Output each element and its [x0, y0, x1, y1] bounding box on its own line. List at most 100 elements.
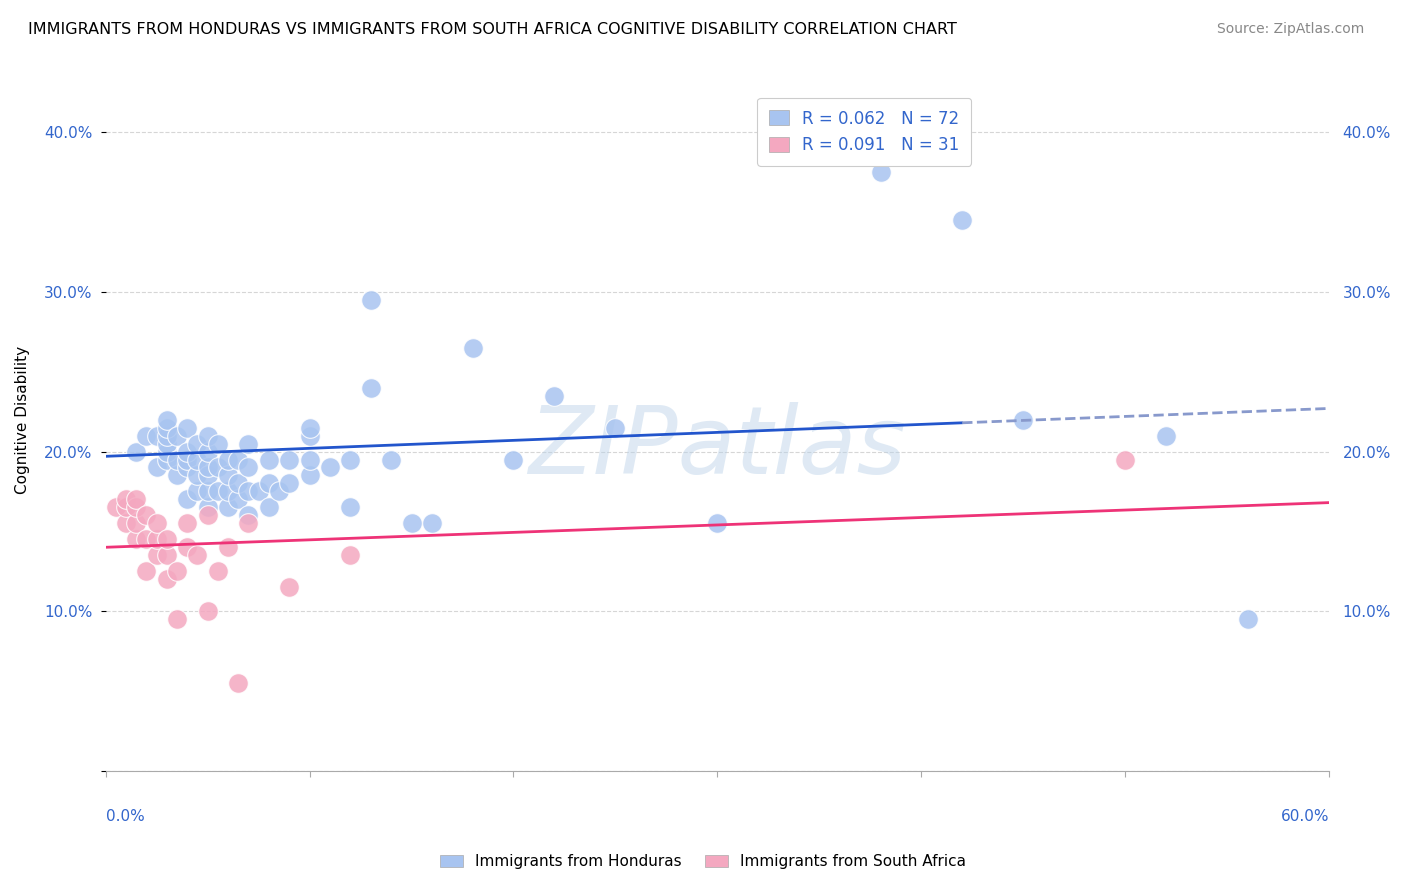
- Point: [207, 460, 229, 475]
- Point: [166, 612, 188, 626]
- Point: [145, 460, 167, 475]
- Point: [197, 468, 219, 483]
- Point: [197, 484, 219, 499]
- Point: [207, 564, 229, 578]
- Point: [420, 516, 443, 531]
- Point: [950, 213, 973, 227]
- Point: [197, 604, 219, 618]
- Point: [298, 452, 321, 467]
- Point: [197, 428, 219, 442]
- Point: [360, 293, 382, 307]
- Point: [257, 476, 280, 491]
- Point: [156, 428, 179, 442]
- Point: [319, 460, 342, 475]
- Point: [125, 516, 148, 531]
- Point: [278, 476, 301, 491]
- Point: [197, 508, 219, 523]
- Point: [176, 516, 198, 531]
- Point: [1114, 452, 1136, 467]
- Point: [135, 508, 157, 523]
- Point: [339, 548, 361, 562]
- Point: [186, 436, 208, 450]
- Point: [238, 436, 260, 450]
- Point: [104, 500, 127, 515]
- Point: [238, 484, 260, 499]
- Point: [226, 676, 249, 690]
- Point: [257, 500, 280, 515]
- Point: [1012, 412, 1035, 426]
- Point: [115, 516, 138, 531]
- Point: [156, 548, 179, 562]
- Point: [217, 541, 239, 555]
- Text: IMMIGRANTS FROM HONDURAS VS IMMIGRANTS FROM SOUTH AFRICA COGNITIVE DISABILITY CO: IMMIGRANTS FROM HONDURAS VS IMMIGRANTS F…: [28, 22, 957, 37]
- Point: [186, 468, 208, 483]
- Point: [186, 452, 208, 467]
- Point: [207, 436, 229, 450]
- Point: [380, 452, 402, 467]
- Point: [156, 452, 179, 467]
- Point: [176, 492, 198, 507]
- Point: [145, 516, 167, 531]
- Point: [238, 460, 260, 475]
- Point: [217, 484, 239, 499]
- Point: [267, 484, 290, 499]
- Point: [115, 492, 138, 507]
- Point: [197, 460, 219, 475]
- Point: [1236, 612, 1258, 626]
- Point: [145, 548, 167, 562]
- Point: [217, 500, 239, 515]
- Text: ZIPatlas: ZIPatlas: [529, 402, 907, 493]
- Point: [543, 389, 565, 403]
- Point: [238, 516, 260, 531]
- Point: [135, 564, 157, 578]
- Point: [197, 500, 219, 515]
- Point: [226, 452, 249, 467]
- Point: [166, 428, 188, 442]
- Point: [125, 500, 148, 515]
- Point: [197, 444, 219, 458]
- Point: [176, 460, 198, 475]
- Point: [217, 452, 239, 467]
- Text: 0.0%: 0.0%: [105, 809, 145, 824]
- Point: [1154, 428, 1177, 442]
- Point: [125, 444, 148, 458]
- Point: [145, 533, 167, 547]
- Point: [176, 541, 198, 555]
- Point: [247, 484, 270, 499]
- Point: [360, 381, 382, 395]
- Point: [238, 508, 260, 523]
- Point: [166, 452, 188, 467]
- Text: 60.0%: 60.0%: [1281, 809, 1329, 824]
- Point: [217, 468, 239, 483]
- Point: [257, 452, 280, 467]
- Point: [156, 420, 179, 434]
- Point: [226, 476, 249, 491]
- Point: [808, 133, 831, 147]
- Point: [176, 444, 198, 458]
- Point: [706, 516, 728, 531]
- Point: [869, 165, 891, 179]
- Point: [156, 572, 179, 586]
- Point: [278, 580, 301, 594]
- Text: Source: ZipAtlas.com: Source: ZipAtlas.com: [1216, 22, 1364, 37]
- Point: [186, 548, 208, 562]
- Point: [226, 492, 249, 507]
- Point: [166, 564, 188, 578]
- Point: [339, 500, 361, 515]
- Point: [156, 444, 179, 458]
- Point: [605, 420, 627, 434]
- Point: [401, 516, 423, 531]
- Point: [145, 428, 167, 442]
- Point: [207, 484, 229, 499]
- Point: [298, 428, 321, 442]
- Point: [135, 533, 157, 547]
- Legend: R = 0.062   N = 72, R = 0.091   N = 31: R = 0.062 N = 72, R = 0.091 N = 31: [758, 98, 972, 166]
- Legend: Immigrants from Honduras, Immigrants from South Africa: Immigrants from Honduras, Immigrants fro…: [434, 848, 972, 875]
- Point: [135, 428, 157, 442]
- Point: [125, 492, 148, 507]
- Point: [125, 533, 148, 547]
- Point: [339, 452, 361, 467]
- Point: [278, 452, 301, 467]
- Point: [502, 452, 524, 467]
- Point: [186, 484, 208, 499]
